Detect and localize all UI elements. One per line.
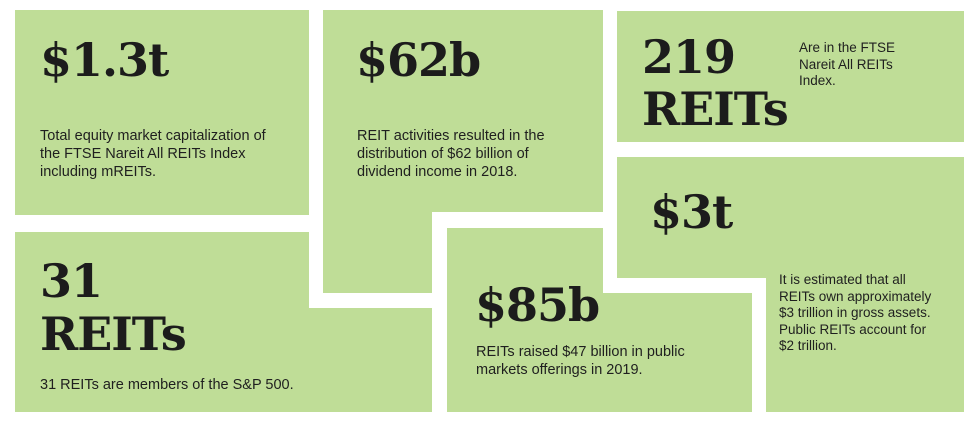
tile-sp500 [15, 232, 309, 412]
tile-capital-raised [447, 228, 603, 412]
tile-index-count [617, 11, 964, 142]
dividends-figure: $62b [356, 33, 481, 87]
market-cap-figure: $1.3t [40, 33, 169, 87]
tile-capital-raised-extension [601, 293, 752, 412]
market-cap-description: Total equity market capitalization of th… [40, 128, 266, 180]
sp500-figure-number: 31 [40, 254, 103, 308]
gross-assets-figure: $3t [650, 185, 733, 239]
sp500-figure-unit: REITs [40, 307, 187, 361]
tile-sp500-extension [307, 308, 432, 412]
tile-dividends-extension [323, 210, 432, 293]
index-count-figure-number: 219 [642, 30, 736, 84]
tile-gross-assets [617, 157, 964, 278]
gross-assets-description: It is estimated that all REITs own appro… [779, 272, 932, 353]
capital-raised-description: REITs raised $47 billion in public marke… [476, 344, 685, 378]
tile-gross-assets-extension [766, 276, 964, 412]
dividends-description: REIT activities resulted in the distribu… [357, 128, 545, 180]
tile-market-cap [15, 10, 309, 215]
sp500-description: 31 REITs are members of the S&P 500. [40, 377, 294, 393]
capital-raised-figure: $85b [475, 278, 600, 332]
index-count-figure-unit: REITs [642, 82, 789, 136]
index-count-description: Are in the FTSE Nareit All REITs Index. [799, 40, 896, 88]
tile-dividends [323, 10, 603, 212]
